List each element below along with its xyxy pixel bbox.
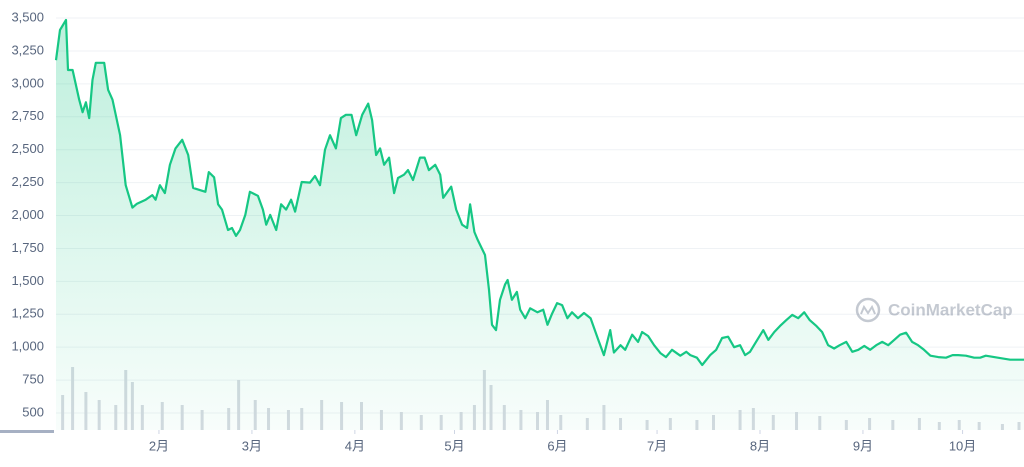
y-tick-label: 2,500 [11,141,44,156]
y-tick-label: 1,500 [11,273,44,288]
y-tick-label: 3,250 [11,42,44,57]
x-tick-label: 7月 [647,438,667,453]
price-line [54,18,1024,367]
y-tick-label: 2,750 [11,108,44,123]
y-tick-label: 1,250 [11,306,44,321]
x-tick-label: 10月 [949,438,976,453]
y-tick-label: 3,000 [11,75,44,90]
y-tick-label: 3,500 [11,9,44,24]
price-area [56,20,1024,430]
x-tick-label: 8月 [750,438,770,453]
x-tick-label: 4月 [345,438,365,453]
y-tick-label: 750 [22,372,44,387]
watermark-text: CoinMarketCap [888,300,1013,319]
y-tick-label: 2,000 [11,207,44,222]
y-tick-label: 500 [22,404,44,419]
y-tick-label: 2,250 [11,174,44,189]
y-tick-label: 1,750 [11,240,44,255]
x-axis-bar [0,430,54,433]
x-tick-label: 2月 [149,438,169,453]
x-tick-label: 3月 [242,438,262,453]
x-tick-label: 5月 [444,438,464,453]
x-tick-label: 9月 [853,438,873,453]
y-tick-label: 1,000 [11,339,44,354]
watermark: CoinMarketCap [855,297,1013,323]
x-tick-label: 6月 [547,438,567,453]
